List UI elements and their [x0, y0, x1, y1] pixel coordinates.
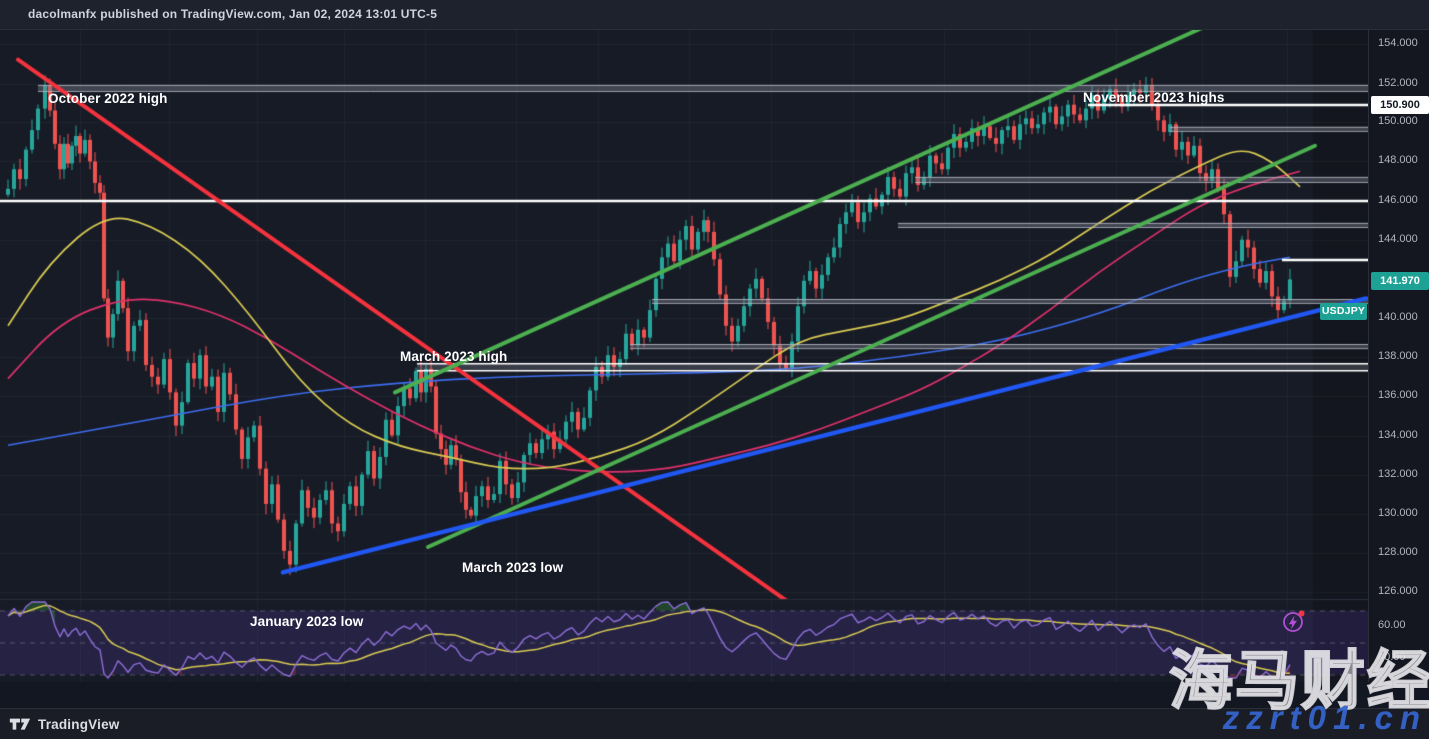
price-axis-label: 130.000 [1378, 507, 1418, 519]
price-axis-label: 138.000 [1378, 350, 1418, 362]
price-axis-label: 128.000 [1378, 546, 1418, 558]
price-chart-canvas[interactable] [0, 30, 1368, 682]
symbol-price-badge: USDJPY [1320, 303, 1367, 320]
price-axis-label: 136.000 [1378, 389, 1418, 401]
chart-annotation: November 2023 highs [1083, 90, 1225, 105]
price-axis-label: 148.000 [1378, 154, 1418, 166]
flash-ideas-icon[interactable] [1281, 608, 1307, 634]
tradingview-logo-icon[interactable] [9, 718, 31, 731]
price-axis-label: 154.000 [1378, 37, 1418, 49]
tradingview-brand-text[interactable]: TradingView [38, 717, 120, 732]
price-level-badge: 150.900 [1371, 96, 1429, 114]
price-axis-label: 140.000 [1378, 311, 1418, 323]
price-axis-label: 126.000 [1378, 585, 1418, 597]
price-axis-label: 152.000 [1378, 77, 1418, 89]
chart-area: October 2022 high November 2023 highs Marc… [0, 30, 1429, 738]
price-axis-label: 146.000 [1378, 194, 1418, 206]
price-axis-label: 132.000 [1378, 468, 1418, 480]
chart-annotation: March 2023 high [400, 349, 508, 364]
last-price-badge: 141.970 [1371, 272, 1429, 290]
publish-credit: dacolmanfx published on TradingView.com,… [28, 7, 438, 21]
symbol-label: USDJPY [1321, 305, 1366, 317]
price-axis-label: 150.000 [1378, 115, 1418, 127]
chart-annotation: March 2023 low [462, 560, 564, 575]
rsi-axis-label: 40.00 [1378, 651, 1406, 663]
header-bar: dacolmanfx published on TradingView.com,… [0, 0, 1429, 30]
price-axis-label: 134.000 [1378, 429, 1418, 441]
rsi-axis-label: 60.00 [1378, 619, 1406, 631]
chart-annotation: October 2022 high [48, 91, 168, 106]
price-axis[interactable]: 150.900 141.970 154.000 152.000 150.000 148… [1368, 30, 1429, 682]
chart-annotation: January 2023 low [250, 614, 364, 629]
price-axis-label: 144.000 [1378, 233, 1418, 245]
footer-bar: TradingView [0, 708, 1429, 739]
